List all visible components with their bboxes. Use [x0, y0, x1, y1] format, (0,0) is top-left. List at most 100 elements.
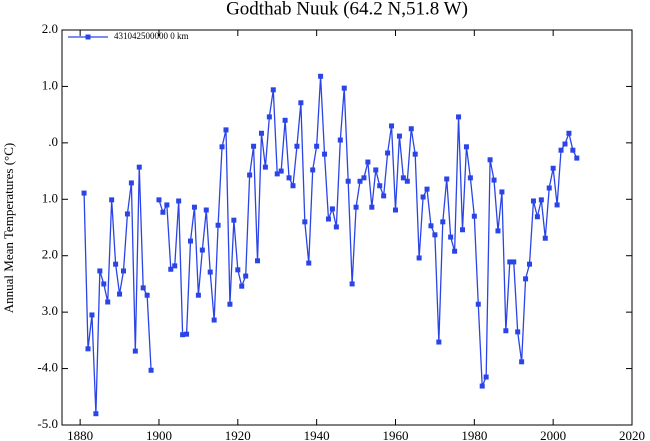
data-point	[120, 268, 126, 274]
data-point	[381, 193, 387, 199]
data-point	[136, 164, 142, 170]
data-point	[499, 189, 505, 195]
data-point	[322, 151, 328, 157]
data-point	[452, 248, 458, 254]
data-point	[286, 175, 292, 181]
data-point	[262, 164, 268, 170]
y-tick-label: 1.0	[42, 77, 58, 92]
data-point	[357, 178, 363, 184]
x-tick-label: 1880	[67, 428, 93, 441]
data-point	[290, 183, 296, 189]
data-point	[523, 276, 529, 282]
data-point	[251, 143, 257, 149]
data-point	[168, 266, 174, 272]
data-point	[231, 217, 237, 223]
data-point	[534, 214, 540, 220]
data-point	[440, 219, 446, 225]
data-point	[278, 168, 284, 174]
data-point	[424, 186, 430, 192]
data-point	[258, 130, 264, 136]
data-point	[227, 301, 233, 307]
data-point	[412, 151, 418, 157]
data-point	[349, 281, 355, 287]
data-point	[345, 178, 351, 184]
data-point	[235, 267, 241, 273]
data-point	[184, 331, 190, 337]
data-point	[483, 374, 489, 380]
data-point	[219, 144, 225, 150]
y-tick-label: 2.0	[42, 247, 58, 262]
data-point	[243, 273, 249, 279]
data-point	[97, 268, 103, 274]
data-point	[558, 147, 564, 153]
data-point	[448, 234, 454, 240]
data-point	[550, 165, 556, 171]
data-point	[459, 227, 465, 233]
data-point	[318, 73, 324, 79]
data-point	[306, 260, 312, 266]
data-point	[396, 133, 402, 139]
data-point	[294, 143, 300, 149]
data-point	[310, 167, 316, 173]
data-point	[132, 348, 138, 354]
data-point	[471, 213, 477, 219]
data-point	[117, 291, 123, 297]
data-point	[223, 127, 229, 133]
data-point	[507, 259, 513, 265]
data-point	[215, 222, 221, 228]
data-point	[432, 232, 438, 238]
data-point	[164, 202, 170, 208]
data-point	[325, 216, 331, 222]
data-point	[302, 219, 308, 225]
data-point	[377, 183, 383, 189]
y-axis-label: Annual Mean Temperatures (°C)	[1, 143, 16, 313]
data-point	[538, 197, 544, 203]
x-tick-label: 1920	[225, 428, 251, 441]
data-point	[282, 117, 288, 123]
data-point	[475, 301, 481, 307]
data-point	[144, 292, 150, 298]
plot-frame	[61, 29, 633, 426]
data-point	[554, 202, 560, 208]
data-point	[124, 211, 130, 217]
y-tick-label: -4.0	[37, 360, 58, 375]
data-point	[188, 238, 194, 244]
data-point	[211, 317, 217, 323]
x-tick-label: 1960	[382, 428, 408, 441]
data-point	[463, 144, 469, 150]
data-point	[404, 178, 410, 184]
data-point	[199, 247, 205, 253]
data-point	[361, 175, 367, 181]
data-point	[487, 157, 493, 163]
data-point	[389, 123, 395, 129]
series-line	[83, 167, 152, 414]
data-point	[140, 285, 146, 291]
data-point	[408, 126, 414, 132]
data-point	[274, 171, 280, 177]
x-tick-label: 2000	[540, 428, 566, 441]
data-point	[515, 329, 521, 335]
data-point	[93, 411, 99, 417]
data-point	[255, 258, 261, 264]
data-point	[479, 383, 485, 389]
data-point	[369, 204, 375, 210]
data-point	[491, 177, 497, 183]
data-point	[503, 328, 509, 334]
data-point	[337, 137, 343, 143]
data-point	[270, 87, 276, 93]
data-point	[341, 85, 347, 91]
data-point	[420, 194, 426, 200]
series-line	[158, 76, 578, 387]
data-point	[495, 228, 501, 234]
data-point	[156, 197, 162, 203]
data-point	[456, 114, 462, 120]
data-point	[428, 223, 434, 229]
data-point	[207, 269, 213, 275]
data-point	[148, 367, 154, 373]
y-tick-label: 3.0	[42, 303, 58, 318]
data-point	[298, 100, 304, 106]
data-point	[195, 292, 201, 298]
data-point	[530, 198, 536, 204]
data-point	[511, 259, 517, 265]
